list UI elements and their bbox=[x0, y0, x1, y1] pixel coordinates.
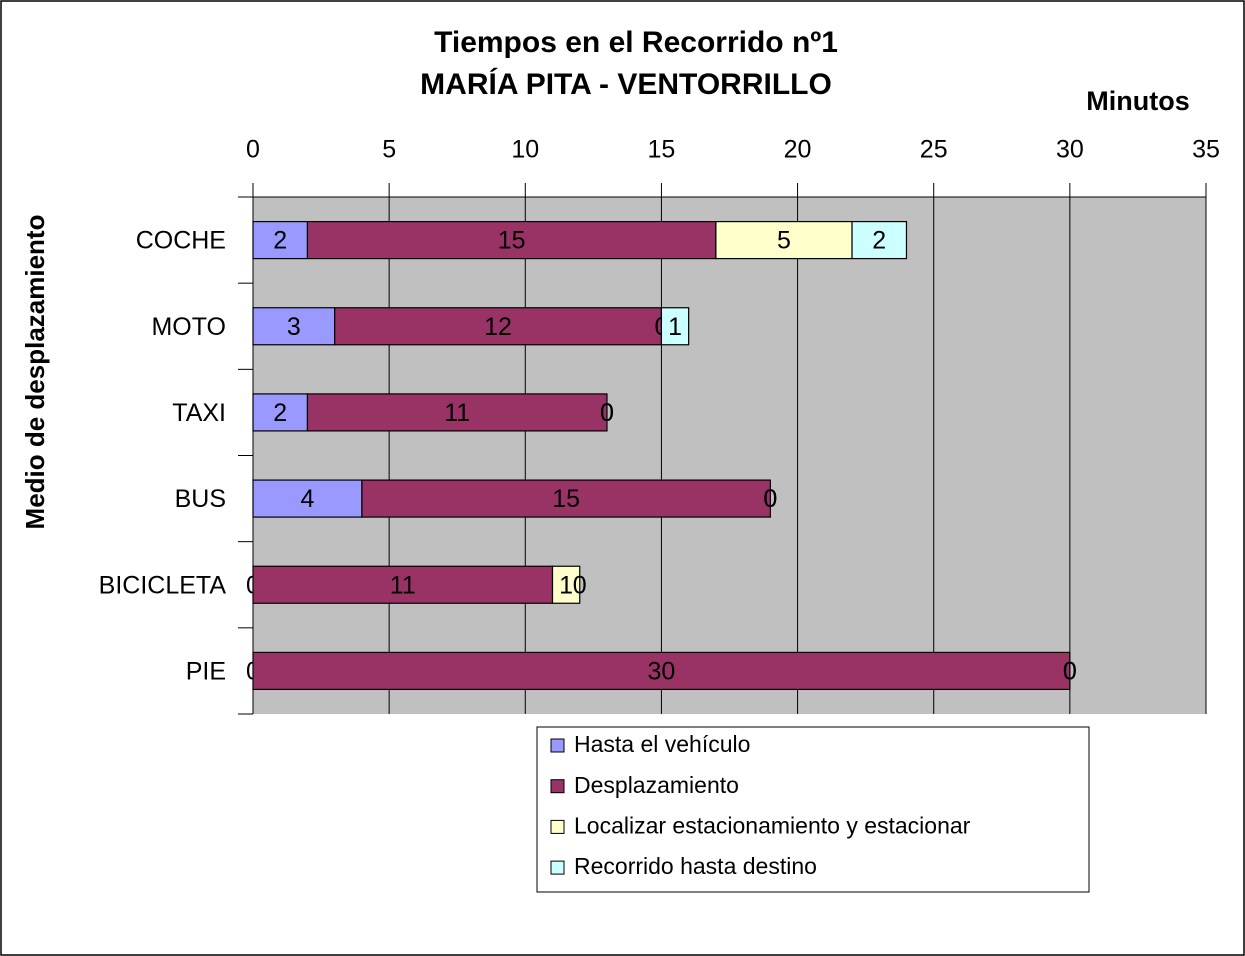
legend-swatch bbox=[550, 819, 565, 834]
bar-segment bbox=[660, 307, 690, 346]
legend-box bbox=[536, 726, 1090, 893]
data-label: 2 bbox=[273, 399, 287, 427]
legend-label: Desplazamiento bbox=[574, 772, 739, 798]
data-label: 0 bbox=[1063, 658, 1077, 686]
data-label: 0 bbox=[763, 485, 777, 513]
legend-label: Localizar estacionamiento y estacionar bbox=[574, 812, 971, 838]
x-tick-label: 30 bbox=[1056, 136, 1084, 164]
chart-title: Tiempos en el Recorrido nº1 bbox=[434, 26, 838, 59]
x-tick-label: 0 bbox=[246, 136, 260, 164]
y-axis-label: Medio de desplazamiento bbox=[20, 215, 50, 530]
data-label: 30 bbox=[648, 658, 676, 686]
bar-segment bbox=[334, 307, 663, 346]
data-label: 0 bbox=[573, 571, 587, 599]
data-label: 12 bbox=[484, 313, 512, 341]
legend-swatch bbox=[550, 779, 565, 794]
data-label: 1 bbox=[668, 313, 682, 341]
y-tick-label: BICICLETA bbox=[99, 571, 227, 599]
bar-segment bbox=[252, 565, 554, 604]
chart-title: MARÍA PITA - VENTORRILLO bbox=[420, 67, 832, 101]
data-label: 2 bbox=[872, 227, 886, 255]
data-label: 11 bbox=[444, 399, 470, 427]
bar-segment bbox=[252, 479, 363, 518]
x-axis-label: Minutos bbox=[1086, 86, 1189, 116]
data-label: 0 bbox=[600, 399, 614, 427]
bar-segment bbox=[306, 220, 717, 260]
x-tick-label: 15 bbox=[648, 136, 676, 164]
y-tick-label: PIE bbox=[186, 658, 226, 686]
data-label: 0 bbox=[763, 485, 777, 513]
legend-label: Hasta el vehículo bbox=[574, 731, 750, 757]
data-label: 2 bbox=[273, 227, 287, 255]
y-tick-label: COCHE bbox=[136, 227, 226, 255]
plot-area bbox=[253, 197, 1206, 714]
y-tick-label: MOTO bbox=[151, 313, 226, 341]
data-label: 4 bbox=[301, 485, 315, 513]
legend-swatch bbox=[550, 738, 565, 753]
bar-segment bbox=[551, 565, 581, 604]
x-tick-label: 5 bbox=[382, 136, 396, 164]
bar-segment bbox=[851, 220, 908, 260]
x-tick-label: 35 bbox=[1192, 136, 1220, 164]
x-tick-label: 10 bbox=[511, 136, 539, 164]
legend-label: Recorrido hasta destino bbox=[574, 853, 817, 879]
data-label: 3 bbox=[287, 313, 301, 341]
data-label: 0 bbox=[1063, 658, 1077, 686]
bar-segment bbox=[361, 479, 771, 518]
data-label: 15 bbox=[552, 485, 580, 513]
legend-swatch bbox=[550, 860, 565, 875]
data-label: 1 bbox=[559, 571, 573, 599]
x-tick-label: 20 bbox=[784, 136, 812, 164]
data-label: 15 bbox=[498, 227, 526, 255]
bar-segment bbox=[252, 651, 1071, 691]
data-label: 0 bbox=[600, 399, 614, 427]
y-tick-label: BUS bbox=[175, 485, 226, 513]
bar-segment bbox=[306, 393, 608, 432]
bar-segment bbox=[715, 220, 853, 260]
x-tick-label: 25 bbox=[920, 136, 948, 164]
bar-segment bbox=[252, 307, 336, 346]
y-tick-label: TAXI bbox=[172, 399, 226, 427]
data-label: 11 bbox=[390, 571, 416, 599]
bar-segment bbox=[252, 220, 309, 260]
data-label: 5 bbox=[777, 227, 791, 255]
